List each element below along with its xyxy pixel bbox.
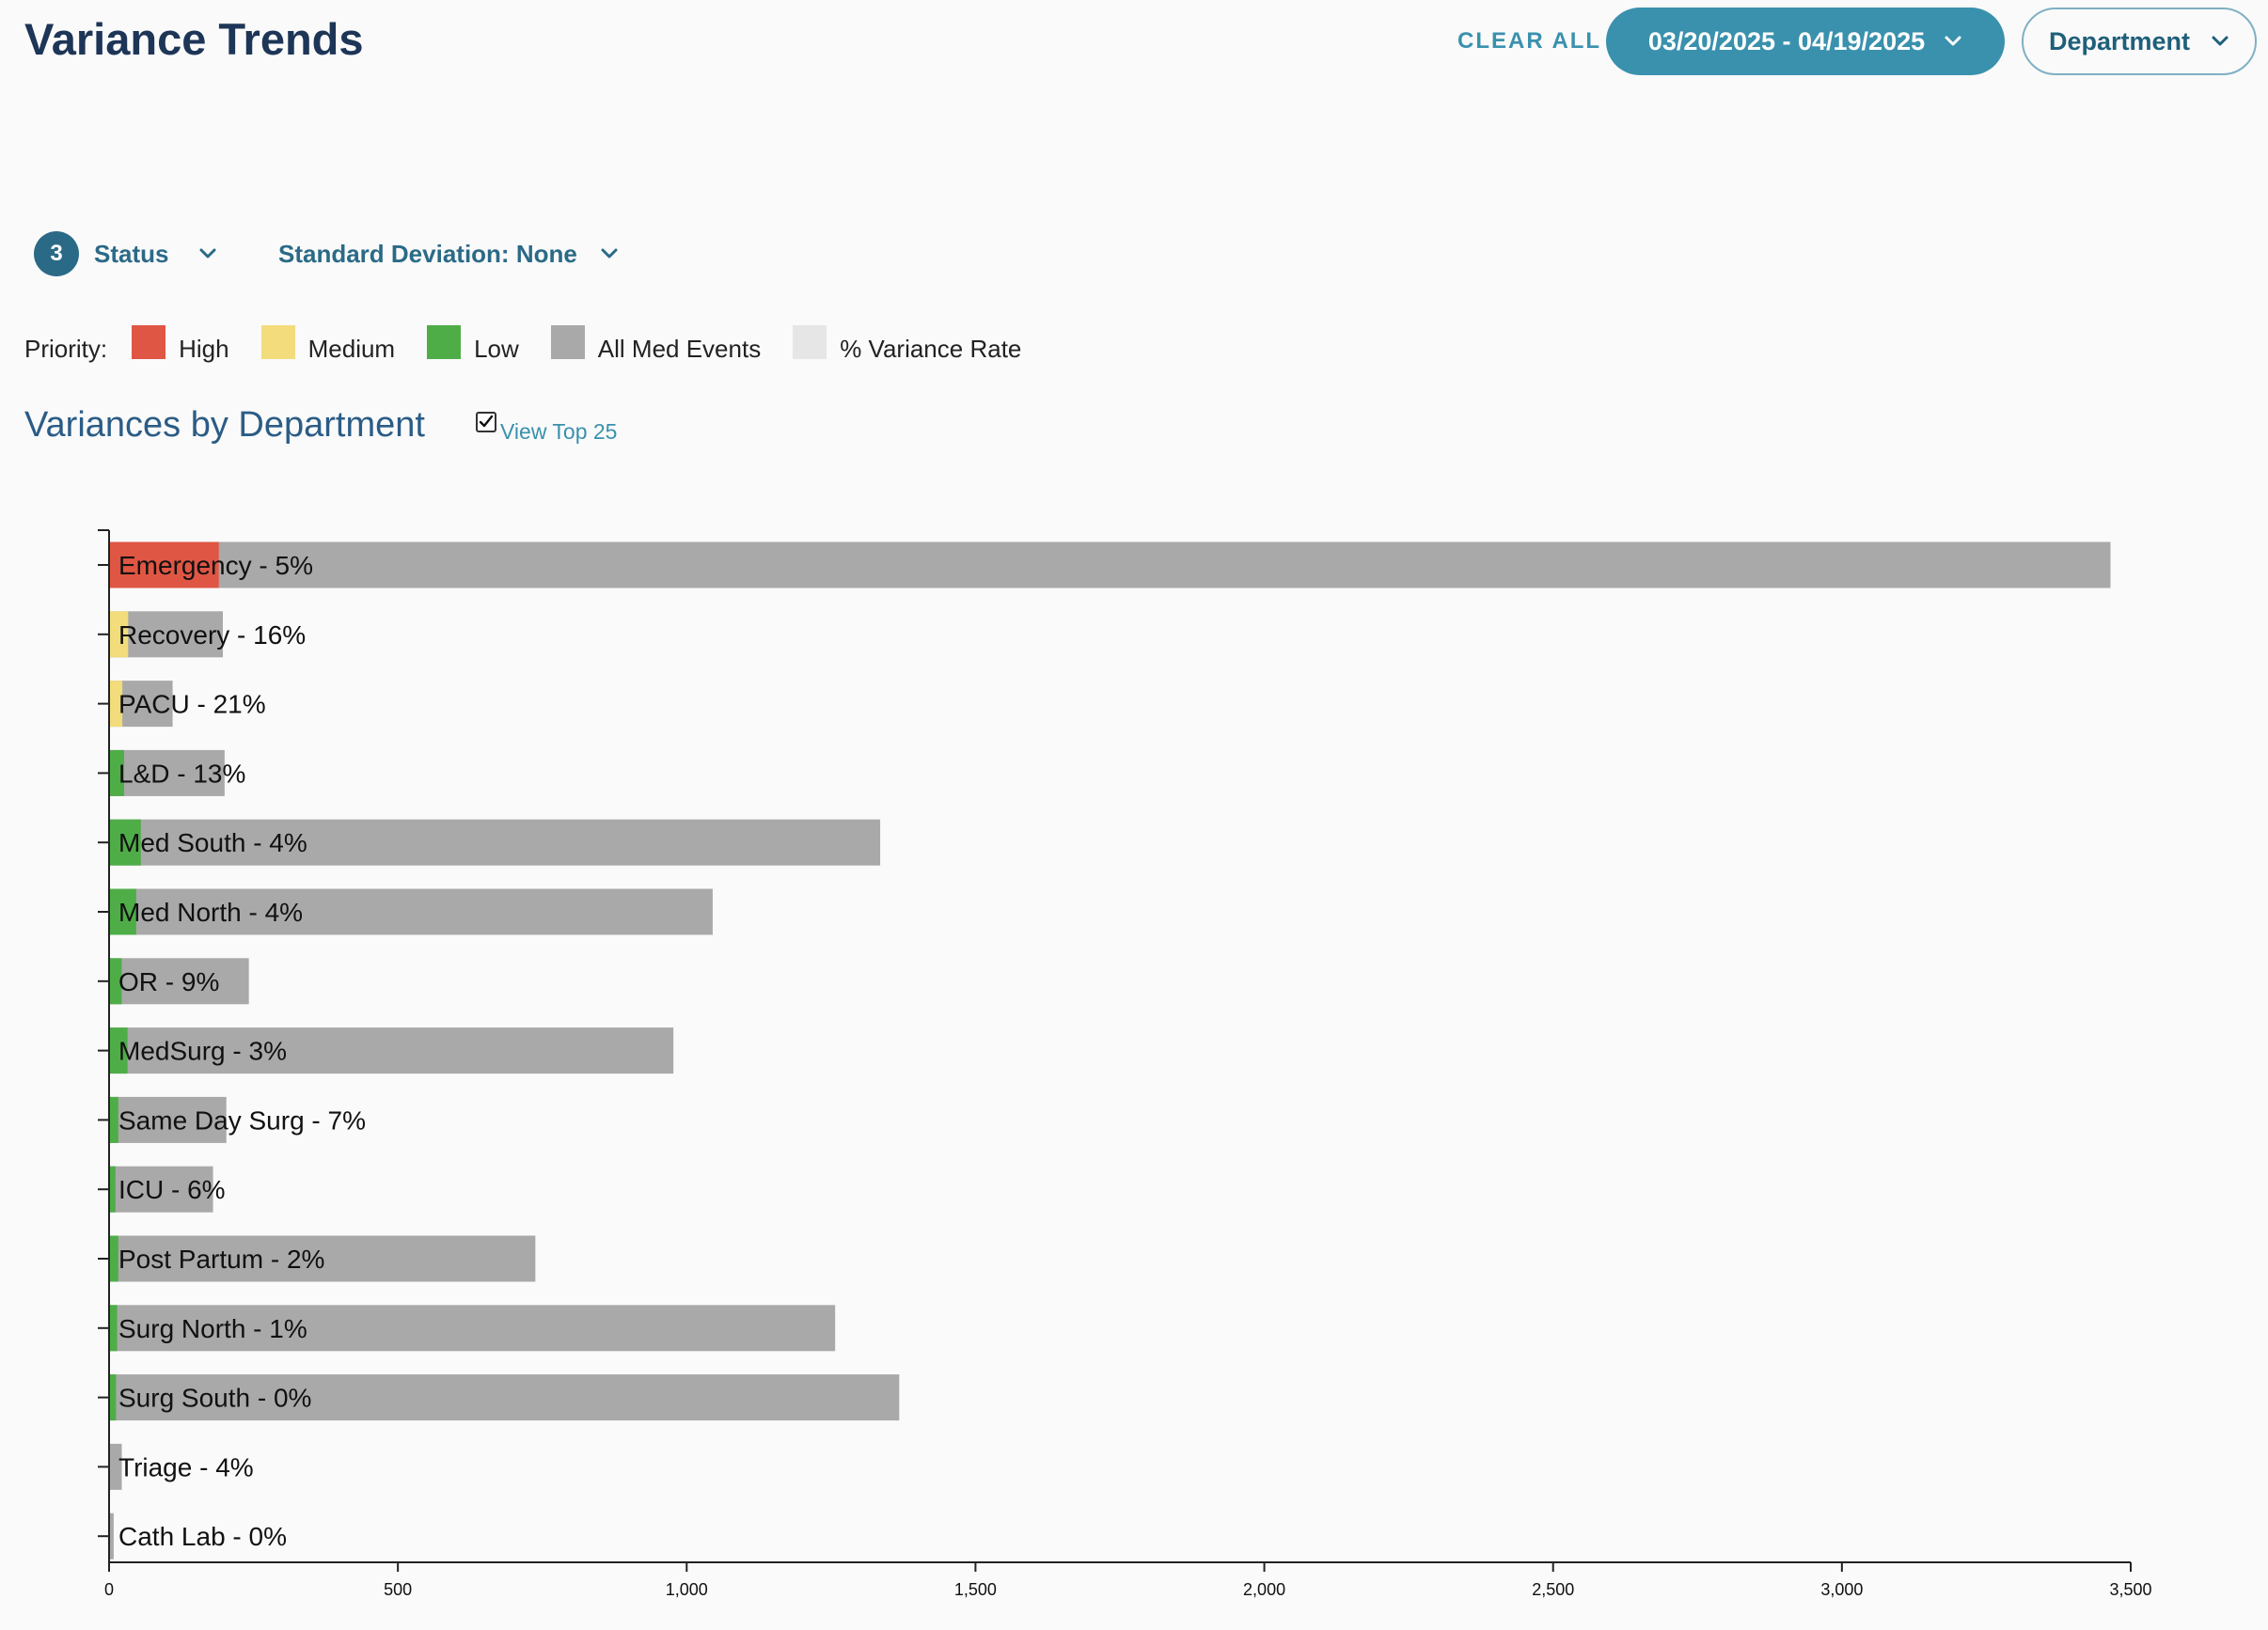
bar-total [109,1305,836,1352]
bar-total [109,1443,122,1490]
bar-label: Recovery - 16% [118,620,306,650]
bar-total [109,1166,213,1213]
bar-label: PACU - 21% [118,690,266,719]
variances-bar-chart: Emergency - 5% Recovery - 16% PACU - 21% L&… [98,529,2152,1599]
view-top-25-label: View Top 25 [500,419,618,444]
bar-label: Cath Lab - 0% [118,1522,287,1551]
bars-layer: Emergency - 5% Recovery - 16% PACU - 21% L&… [109,541,2111,1559]
bar-label: Med North - 4% [118,898,303,927]
legend-swatch-medium [260,325,295,359]
std-dev-filter[interactable]: Standard Deviation: None [278,231,619,276]
bar-variance-low [109,749,124,796]
group-by-dropdown[interactable]: Department [2022,8,2257,75]
legend-swatch-high [132,325,166,359]
status-count-badge: 3 [34,231,79,276]
legend-label: All Med Events [597,335,762,363]
legend-label: Medium [307,335,396,363]
bar-label: MedSurg - 3% [118,1037,287,1066]
bar-label: OR - 9% [118,967,219,996]
bar-variance-medium [109,611,129,658]
priority-legend: Priority: High Medium Low All Med Events… [24,318,1053,363]
axis-layer: 0 500 1,000 1,500 2,000 2,500 3,000 3,500 [98,529,2152,1599]
x-tick-label: 3,500 [2109,1580,2151,1599]
bar-label: L&D - 13% [118,759,245,788]
bar-variance-low [109,1374,117,1421]
bar-variance-low [109,819,141,866]
bar-variance-low [109,888,136,935]
bar-label: Same Day Surg - 7% [118,1105,366,1135]
bar-variance-low [109,1096,118,1143]
bar-total [109,1027,674,1074]
bar-total [109,888,713,935]
page-title: Variance Trends [24,14,364,64]
legend-swatch-variance-rate [793,325,827,359]
bar-label: Emergency - 5% [118,551,313,580]
bar-variance-low [109,1166,116,1213]
bar-total [109,749,225,796]
legend-item-variance-rate: % Variance Rate [793,325,1021,363]
chevron-down-icon [2211,32,2229,51]
date-range-dropdown[interactable]: 03/20/2025 - 04/19/2025 [1606,8,2005,75]
bar-total [109,1374,900,1421]
date-range-label: 03/20/2025 - 04/19/2025 [1647,26,1926,55]
x-tick-label: 1,000 [666,1580,708,1599]
legend-label: Low [474,335,519,363]
bar-variance-low [109,1305,118,1352]
legend-item-low: Low [427,325,519,363]
bar-total [109,541,2111,588]
legend-swatch-all-med-events [550,325,585,359]
bar-total [109,819,881,866]
bar-variance-medium [109,681,123,728]
x-tick-label: 0 [104,1580,114,1599]
bar-label: Triage - 4% [118,1452,254,1481]
bar-variance-low [109,1235,118,1282]
legend-label: % Variance Rate [840,335,1022,363]
checkmark-icon [479,415,494,428]
std-dev-filter-label: Standard Deviation: None [278,239,577,268]
x-tick-label: 500 [384,1580,412,1599]
bar-label: Surg South - 0% [118,1384,311,1413]
bar-total [109,1512,114,1559]
legend-label: High [179,335,229,363]
legend-item-high: High [132,325,229,363]
view-top-25-checkbox[interactable] [476,412,496,432]
bar-variance-low [109,958,122,1005]
chevron-down-icon [198,244,217,263]
bar-variance-high [109,541,219,588]
bar-label: Surg North - 1% [118,1314,307,1343]
group-by-label: Department [2048,26,2191,55]
legend-item-all-med-events: All Med Events [550,325,762,363]
bar-label: ICU - 6% [118,1175,226,1204]
status-filter[interactable]: 3 Status [34,231,217,276]
view-top-25-toggle[interactable]: View Top 25 [476,410,617,445]
chevron-down-icon [600,244,619,263]
x-tick-label: 1,500 [954,1580,997,1599]
section-title: Variances by Department [24,405,425,445]
legend-swatch-low [427,325,462,359]
legend-item-medium: Medium [260,325,396,363]
status-filter-label: Status [94,239,169,268]
x-tick-label: 3,000 [1820,1580,1863,1599]
legend-title: Priority: [24,335,108,363]
chevron-down-icon [1944,32,1962,51]
bar-total [109,1235,536,1282]
bar-variance-low [109,1027,128,1074]
clear-all-button[interactable]: CLEAR ALL [1457,28,1602,54]
bar-total [109,958,249,1005]
x-tick-label: 2,000 [1243,1580,1285,1599]
x-tick-label: 2,500 [1532,1580,1574,1599]
bar-label: Post Partum - 2% [118,1245,324,1274]
bar-label: Med South - 4% [118,828,307,857]
bar-total [109,1096,227,1143]
